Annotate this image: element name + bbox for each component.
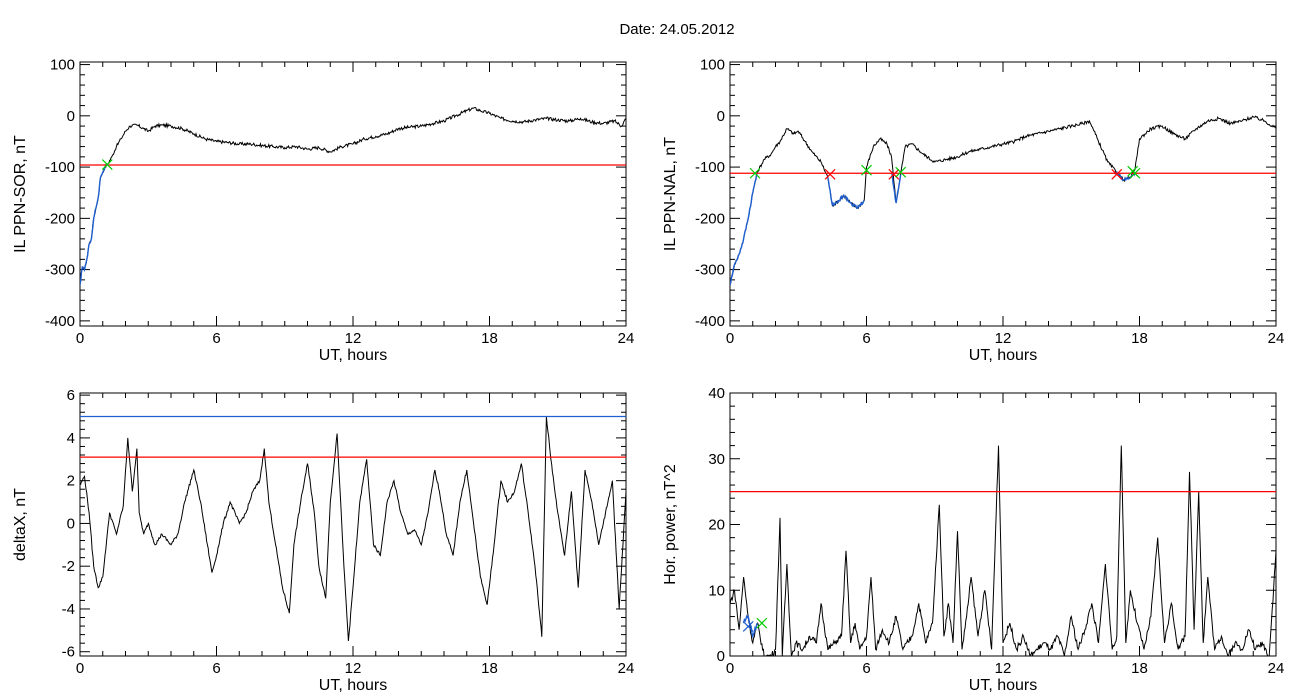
y-tick-label-ppn-nal: -200 — [695, 210, 725, 227]
x-marker-ppn-nal-4 — [895, 166, 907, 178]
x-tick-label-hor-power: 12 — [995, 660, 1012, 677]
y-axis-title-hor-power: Hor. power, nT^2 — [662, 464, 679, 585]
figure-title: Date: 24.05.2012 — [619, 21, 734, 38]
x-tick-label-ppn-sor: 24 — [618, 330, 635, 347]
y-tick-label-ppn-nal: 100 — [700, 57, 725, 74]
series-line-hor-power-0 — [730, 445, 1276, 656]
x-axis-title-deltax: UT, hours — [319, 677, 387, 694]
x-tick-label-ppn-sor: 6 — [212, 330, 220, 347]
y-tick-label-ppn-sor: 100 — [50, 57, 75, 74]
y-tick-label-hor-power: 20 — [708, 517, 725, 534]
y-axis-title-deltax: deltaX, nT — [12, 488, 29, 561]
x-marker-hor-power-1 — [756, 617, 768, 629]
y-axis-title-ppn-sor: IL PPN-SOR, nT — [12, 135, 29, 253]
y-tick-label-ppn-nal: 0 — [717, 108, 725, 125]
x-tick-label-ppn-sor: 12 — [345, 330, 362, 347]
y-tick-label-deltax: -4 — [62, 601, 75, 618]
x-tick-label-ppn-nal: 12 — [995, 330, 1012, 347]
series-line-ppn-sor-1 — [80, 163, 108, 286]
y-tick-label-ppn-sor: -300 — [45, 262, 75, 279]
y-tick-label-deltax: -6 — [62, 644, 75, 661]
x-tick-label-deltax: 12 — [345, 660, 362, 677]
y-tick-label-deltax: 4 — [67, 430, 75, 447]
series-line-ppn-nal-0 — [730, 115, 1276, 286]
x-tick-label-hor-power: 0 — [726, 660, 734, 677]
x-marker-ppn-nal-2 — [861, 164, 872, 176]
y-tick-label-hor-power: 40 — [708, 385, 725, 402]
y-tick-label-hor-power: 0 — [717, 648, 725, 665]
y-tick-label-ppn-nal: -100 — [695, 159, 725, 176]
x-tick-label-ppn-nal: 0 — [726, 330, 734, 347]
x-tick-label-ppn-sor: 18 — [481, 330, 498, 347]
series-line-ppn-nal-3 — [890, 172, 902, 204]
x-tick-label-ppn-nal: 18 — [1131, 330, 1148, 347]
y-tick-label-ppn-nal: -300 — [695, 262, 725, 279]
panel-hor-power: 0 6 12 18 24 0 10 20 30 40 UT, hours Hor. power, nT… — [662, 385, 1284, 694]
series-line-ppn-sor-0 — [80, 106, 626, 286]
x-tick-label-hor-power: 18 — [1131, 660, 1148, 677]
plot-area-hor-power — [730, 445, 1276, 656]
plot-area-ppn-sor — [80, 106, 626, 286]
x-marker-ppn-nal-3 — [888, 168, 900, 180]
series-line-deltax-0 — [80, 416, 626, 642]
x-tick-label-ppn-sor: 0 — [76, 330, 84, 347]
y-axis-title-ppn-nal: IL PPN-NAL, nT — [662, 137, 679, 251]
x-tick-label-hor-power: 6 — [862, 660, 870, 677]
x-tick-label-deltax: 24 — [618, 660, 635, 677]
series-line-ppn-nal-2 — [827, 177, 865, 209]
x-marker-ppn-nal-1 — [824, 168, 836, 180]
plot-area-deltax — [80, 415, 626, 642]
x-tick-label-deltax: 0 — [76, 660, 84, 677]
x-tick-label-ppn-nal: 6 — [862, 330, 870, 347]
x-marker-ppn-nal-7 — [1129, 167, 1141, 179]
x-tick-label-hor-power: 24 — [1268, 660, 1285, 677]
x-tick-label-deltax: 18 — [481, 660, 498, 677]
y-tick-label-deltax: 6 — [67, 387, 75, 404]
y-tick-label-deltax: 2 — [67, 473, 75, 490]
x-marker-ppn-nal-0 — [749, 167, 761, 179]
y-tick-label-ppn-sor: -100 — [45, 159, 75, 176]
y-tick-label-ppn-sor: 0 — [67, 108, 75, 125]
plot-area-ppn-nal — [730, 115, 1276, 286]
y-tick-label-deltax: 0 — [67, 515, 75, 532]
x-tick-label-deltax: 6 — [212, 660, 220, 677]
series-line-hor-power-1 — [742, 614, 758, 639]
x-marker-ppn-sor-0 — [101, 159, 113, 170]
x-axis-title-ppn-sor: UT, hours — [319, 347, 387, 364]
y-tick-label-ppn-sor: -400 — [45, 313, 75, 330]
y-tick-label-ppn-nal: -400 — [695, 313, 725, 330]
x-tick-label-ppn-nal: 24 — [1268, 330, 1285, 347]
y-tick-label-ppn-sor: -200 — [45, 210, 75, 227]
x-marker-ppn-nal-5 — [1111, 168, 1123, 180]
y-tick-label-hor-power: 10 — [708, 582, 725, 599]
x-marker-hor-power-0 — [742, 620, 754, 632]
y-tick-label-deltax: -2 — [62, 558, 75, 575]
panel-ppn-nal: 0 6 12 18 24 -400 -300 -200 -100 0 100 UT, hours IL … — [662, 57, 1284, 364]
x-axis-title-hor-power: UT, hours — [969, 677, 1037, 694]
y-tick-label-hor-power: 30 — [708, 451, 725, 468]
series-line-ppn-nal-1 — [730, 172, 758, 286]
x-axis-title-ppn-nal: UT, hours — [969, 347, 1037, 364]
panel-ppn-sor: 0 6 12 18 24 -400 -300 -200 -100 0 100 UT, hours IL … — [12, 57, 634, 364]
